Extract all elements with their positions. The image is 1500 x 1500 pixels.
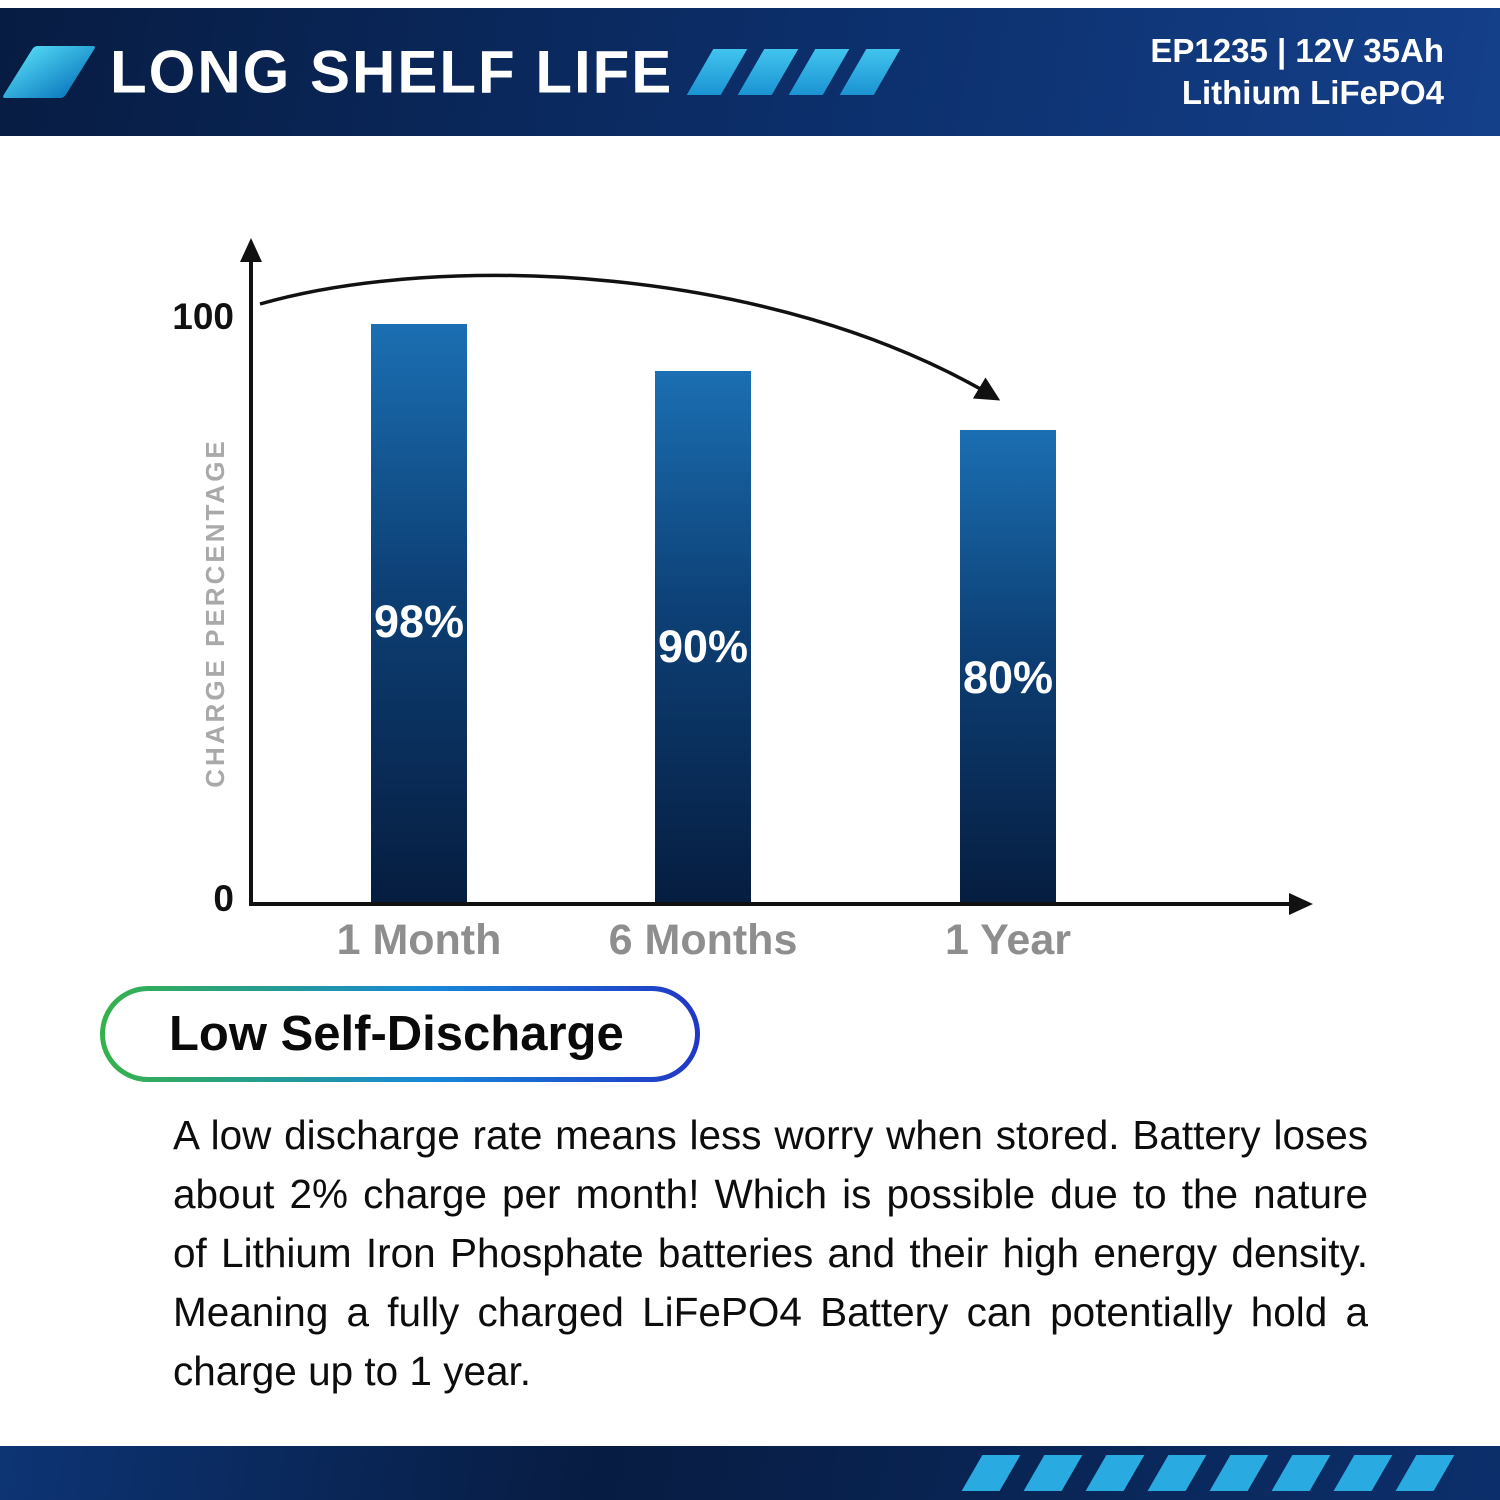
bar-value-label: 80%: [962, 651, 1054, 703]
x-tick-labels: 1 Month 6 Months 1 Year: [251, 916, 1291, 972]
slash-icon: [839, 49, 901, 95]
y-axis-arrow-icon: [240, 238, 262, 262]
header-slash-decoration: [686, 49, 901, 95]
bar-value-label: 98%: [373, 595, 465, 647]
footer-strip: [0, 1446, 1500, 1500]
slash-icon: [1395, 1455, 1455, 1491]
x-tick-label: 6 Months: [608, 916, 798, 964]
slash-icon: [1209, 1455, 1269, 1491]
feature-badge-label: Low Self-Discharge: [105, 991, 695, 1077]
x-tick-label: 1 Month: [336, 916, 502, 964]
y-axis: [249, 260, 253, 906]
product-info: EP1235 | 12V 35Ah Lithium LiFePO4: [1150, 30, 1444, 114]
slash-icon: [737, 49, 799, 95]
chart-bar: 98%: [371, 324, 467, 902]
product-type: Lithium LiFePO4: [1181, 74, 1444, 111]
bar-value-label: 90%: [657, 620, 749, 672]
slash-icon: [1333, 1455, 1393, 1491]
y-tick-0: 0: [213, 878, 234, 919]
slash-icon: [1271, 1455, 1331, 1491]
slash-icon: [686, 49, 748, 95]
slash-icon: [1147, 1455, 1207, 1491]
x-axis: [249, 902, 1291, 906]
x-tick-label: 1 Year: [945, 916, 1071, 964]
slash-icon: [961, 1455, 1021, 1491]
y-axis-label: CHARGE PERCENTAGE: [200, 438, 230, 788]
slash-icon: [1023, 1455, 1083, 1491]
feature-badge: Low Self-Discharge: [100, 986, 700, 1082]
footer-slash-decoration: [961, 1455, 1455, 1491]
chart-bar: 90%: [655, 371, 751, 902]
curved-decline-arrow-icon: [259, 273, 1001, 401]
slash-icon: [788, 49, 850, 95]
product-code: EP1235 | 12V 35Ah: [1150, 31, 1444, 69]
header-banner: LONG SHELF LIFE EP1235 | 12V 35Ah Lithiu…: [0, 8, 1500, 136]
slash-icon: [1085, 1455, 1145, 1491]
description-paragraph: A low discharge rate means less worry wh…: [173, 1112, 1368, 1394]
bars-layer: 98% 90% 80%: [251, 312, 1291, 902]
y-tick-100: 100: [172, 296, 234, 337]
flag-icon: [1, 46, 97, 98]
page-title: LONG SHELF LIFE: [110, 38, 674, 106]
x-axis-arrow-icon: [1289, 893, 1313, 915]
chart-bar: 80%: [960, 430, 1056, 902]
